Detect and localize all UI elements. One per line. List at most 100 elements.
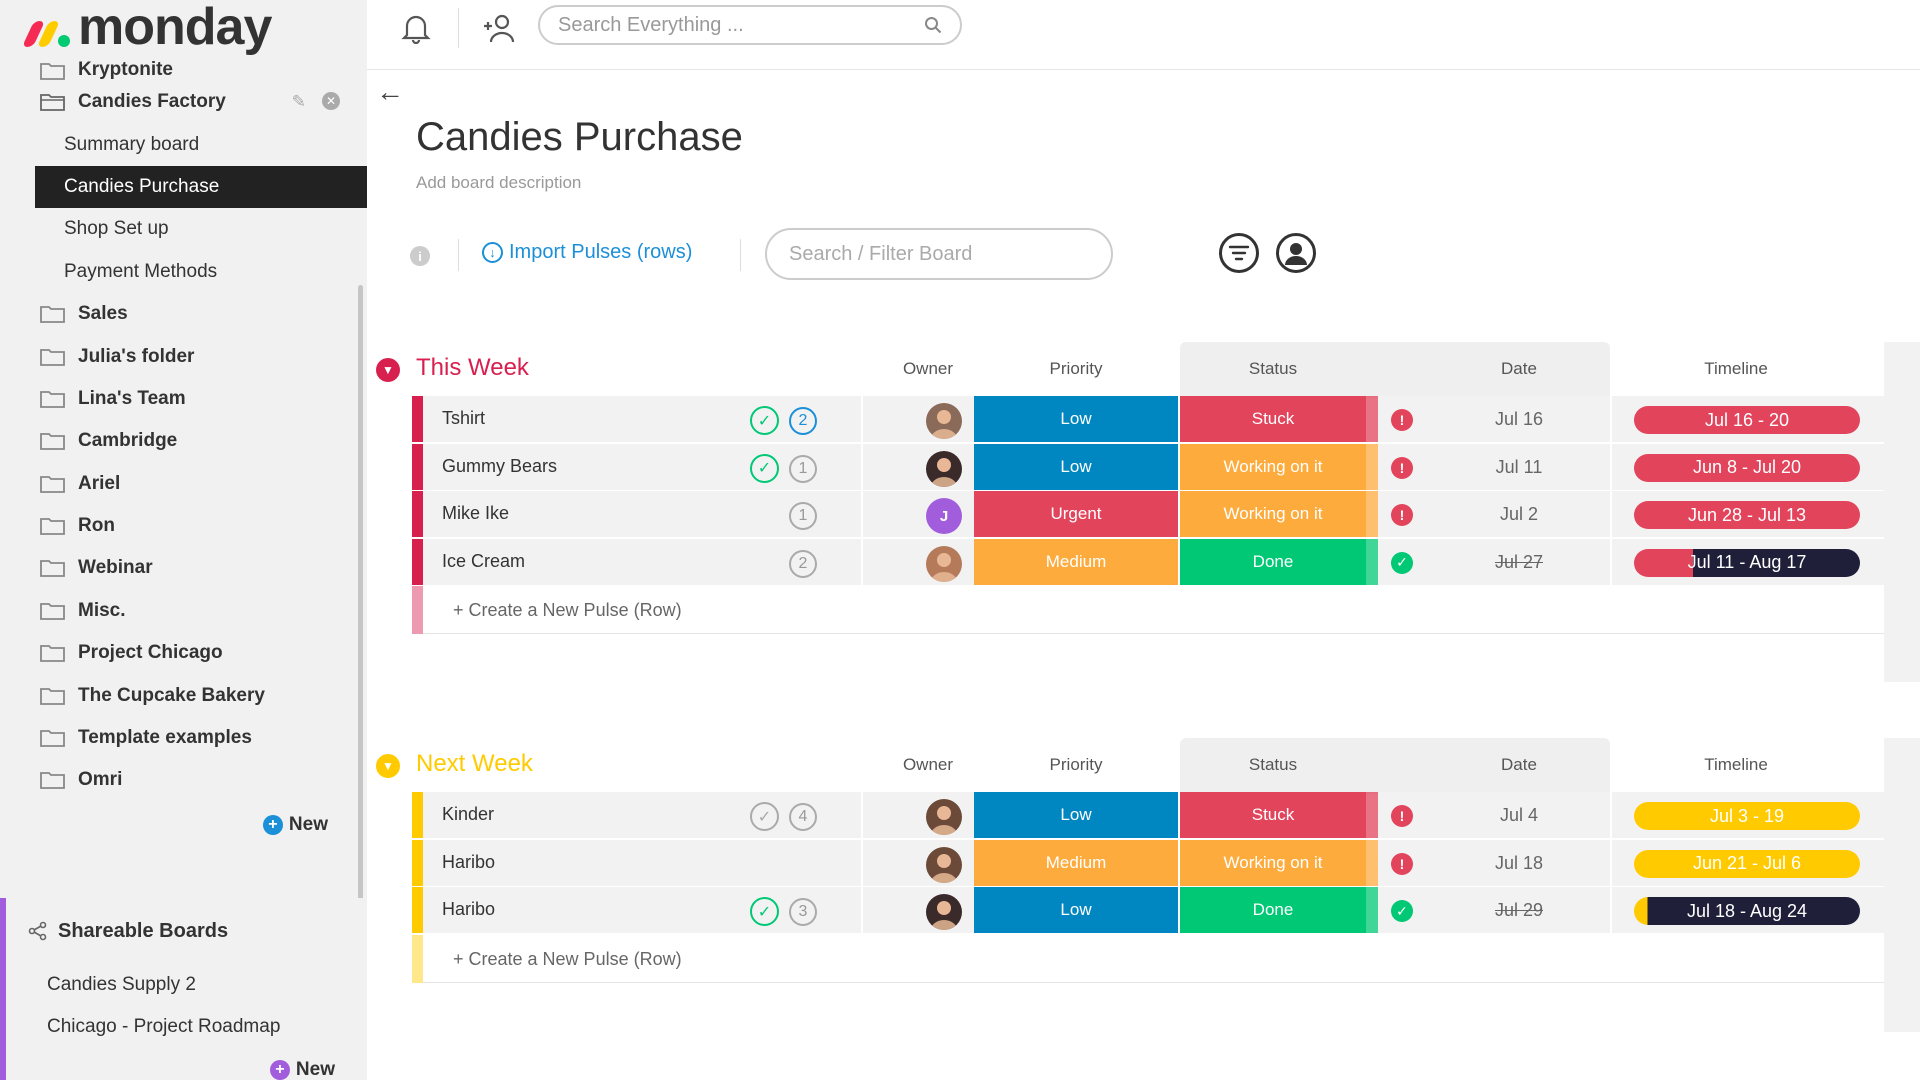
sidebar-folder[interactable]: Julia's folder	[0, 335, 360, 377]
updates-count-badge[interactable]: 2	[789, 549, 817, 578]
sidebar-folder[interactable]: Candies Factory ✎ ✕	[0, 81, 360, 123]
date-value[interactable]: Jul 4	[1499, 805, 1539, 825]
table-row[interactable]: Tshirt ✓ 2 Low Stuck! Jul 16 Jul 16 - 20	[376, 396, 1920, 444]
table-row[interactable]: Gummy Bears ✓ 1 Low Working on it! Jul 11 Jun …	[376, 443, 1920, 491]
sidebar-folder[interactable]: Omri	[0, 759, 360, 801]
avatar[interactable]	[926, 403, 962, 439]
edit-pencil-icon[interactable]: ✎	[291, 92, 306, 112]
collapse-chevron-icon[interactable]: ▼	[376, 358, 400, 382]
sidebar-scrollbar[interactable]	[358, 285, 363, 900]
priority-label[interactable]: Urgent	[974, 491, 1178, 537]
bell-icon[interactable]	[398, 10, 434, 46]
date-value[interactable]: Jul 27	[1494, 551, 1544, 572]
create-pulse-row[interactable]: + Create a New Pulse (Row)	[376, 586, 1920, 634]
create-pulse-label[interactable]: + Create a New Pulse (Row)	[453, 600, 682, 620]
timeline-bar[interactable]: Jul 16 - 20	[1634, 406, 1860, 434]
table-row[interactable]: Ice Cream 2 Medium Done ✓ Jul 27 Jul 11 - Aug …	[376, 538, 1920, 586]
status-label[interactable]: Working on it	[1180, 443, 1366, 490]
check-circle-icon[interactable]: ✓	[750, 802, 779, 831]
date-cell[interactable]	[1428, 792, 1610, 838]
status-label[interactable]: Working on it	[1180, 491, 1366, 537]
monday-logo[interactable]: monday	[21, 0, 272, 56]
pulse-name[interactable]: Gummy Bears	[442, 455, 558, 476]
priority-label[interactable]: Medium	[974, 538, 1178, 585]
name-cell[interactable]	[423, 839, 861, 886]
sidebar-board[interactable]: Payment Methods	[0, 251, 360, 293]
board-filter[interactable]	[765, 228, 1113, 280]
date-value[interactable]: Jul 11	[1495, 456, 1543, 477]
updates-count-badge[interactable]: 2	[789, 407, 817, 435]
name-cell[interactable]	[423, 538, 861, 585]
pulse-name[interactable]: Ice Cream	[442, 550, 526, 571]
status-label[interactable]: Done	[1180, 538, 1366, 585]
sidebar-folder[interactable]: Template examples	[0, 717, 360, 759]
timeline-bar[interactable]: Jun 21 - Jul 6	[1634, 849, 1860, 878]
sidebar-folder[interactable]: Ariel	[0, 463, 360, 505]
pulse-name[interactable]: Mike Ike	[442, 503, 510, 523]
date-value[interactable]: Jul 2	[1499, 504, 1539, 524]
date-cell[interactable]	[1428, 887, 1610, 933]
avatar[interactable]	[926, 846, 962, 883]
pulse-name[interactable]: Haribo	[442, 899, 496, 919]
date-cell[interactable]	[1428, 491, 1610, 537]
status-label[interactable]: Stuck	[1180, 792, 1366, 838]
date-value[interactable]: Jul 18	[1494, 852, 1544, 873]
avatar[interactable]	[926, 545, 962, 582]
updates-count-badge[interactable]: 1	[789, 502, 817, 530]
sidebar-folder[interactable]: Project Chicago	[0, 632, 360, 674]
create-pulse-label[interactable]: + Create a New Pulse (Row)	[453, 948, 682, 969]
date-cell[interactable]	[1428, 839, 1610, 886]
sidebar-folder[interactable]: Cambridge	[0, 420, 360, 462]
name-cell[interactable]	[423, 792, 861, 838]
shareable-board-item[interactable]: Candies Supply 2	[6, 964, 367, 1006]
sidebar-board[interactable]: Shop Set up	[0, 208, 360, 250]
sidebar-folder[interactable]: Lina's Team	[0, 378, 360, 420]
back-arrow-icon[interactable]: ←	[376, 76, 404, 107]
status-label[interactable]: Done	[1180, 887, 1366, 933]
person-filter-icon[interactable]	[1276, 233, 1316, 273]
date-cell[interactable]	[1428, 443, 1610, 490]
pulse-name[interactable]: Haribo	[442, 851, 496, 872]
name-cell[interactable]	[423, 491, 861, 537]
date-cell[interactable]	[1428, 538, 1610, 585]
avatar[interactable]: J	[926, 498, 962, 534]
column-header-status[interactable]: Status	[1248, 755, 1298, 774]
sidebar-folder[interactable]: Webinar	[0, 547, 360, 589]
info-icon[interactable]: i	[410, 246, 430, 266]
table-row[interactable]: Kinder ✓ 4 Low Stuck! Jul 4 Jul 3 - 19	[376, 792, 1920, 840]
name-cell[interactable]	[423, 443, 861, 490]
column-header-priority[interactable]: Priority	[1049, 359, 1103, 378]
new-folder-button[interactable]: + New	[0, 802, 360, 848]
date-value[interactable]: Jul 16	[1494, 409, 1544, 429]
name-cell[interactable]	[423, 396, 861, 442]
collapse-chevron-icon[interactable]: ▼	[376, 754, 400, 778]
priority-label[interactable]: Low	[974, 887, 1178, 933]
new-shareable-board-button[interactable]: + New	[6, 1048, 367, 1080]
name-cell[interactable]	[423, 887, 861, 933]
date-cell[interactable]	[1428, 396, 1610, 442]
table-row[interactable]: Mike Ike 1 J Urgent Working on it! Jul 2 Jun 2…	[376, 491, 1920, 539]
updates-count-badge[interactable]: 1	[789, 454, 817, 483]
check-circle-icon[interactable]: ✓	[750, 897, 779, 926]
column-header-status[interactable]: Status	[1248, 359, 1298, 378]
sidebar-folder[interactable]: Ron	[0, 505, 360, 547]
table-row[interactable]: Haribo ✓ 3 Low Done ✓ Jul 29 Jul 18 - Aug 24	[376, 887, 1920, 935]
timeline-bar[interactable]: Jul 18 - Aug 24	[1634, 897, 1860, 925]
shareable-board-item[interactable]: Chicago - Project Roadmap	[6, 1006, 367, 1048]
board-description[interactable]: Add board description	[416, 173, 582, 192]
date-value[interactable]: Jul 29	[1494, 900, 1544, 920]
avatar[interactable]	[926, 799, 962, 835]
column-header-owner[interactable]: Owner	[902, 359, 954, 378]
priority-label[interactable]: Medium	[974, 839, 1178, 886]
group-title[interactable]: Next Week	[416, 750, 533, 777]
invite-members-icon[interactable]	[480, 10, 516, 46]
create-pulse-row[interactable]: + Create a New Pulse (Row)	[376, 934, 1920, 983]
updates-count-badge[interactable]: 4	[789, 803, 817, 831]
global-search[interactable]	[538, 5, 962, 45]
pulse-name[interactable]: Kinder	[442, 804, 495, 824]
pulse-name[interactable]: Tshirt	[442, 408, 486, 428]
check-circle-icon[interactable]: ✓	[750, 453, 779, 483]
priority-label[interactable]: Low	[974, 792, 1178, 838]
check-circle-icon[interactable]: ✓	[750, 406, 779, 435]
board-title[interactable]: Candies Purchase	[416, 115, 743, 159]
